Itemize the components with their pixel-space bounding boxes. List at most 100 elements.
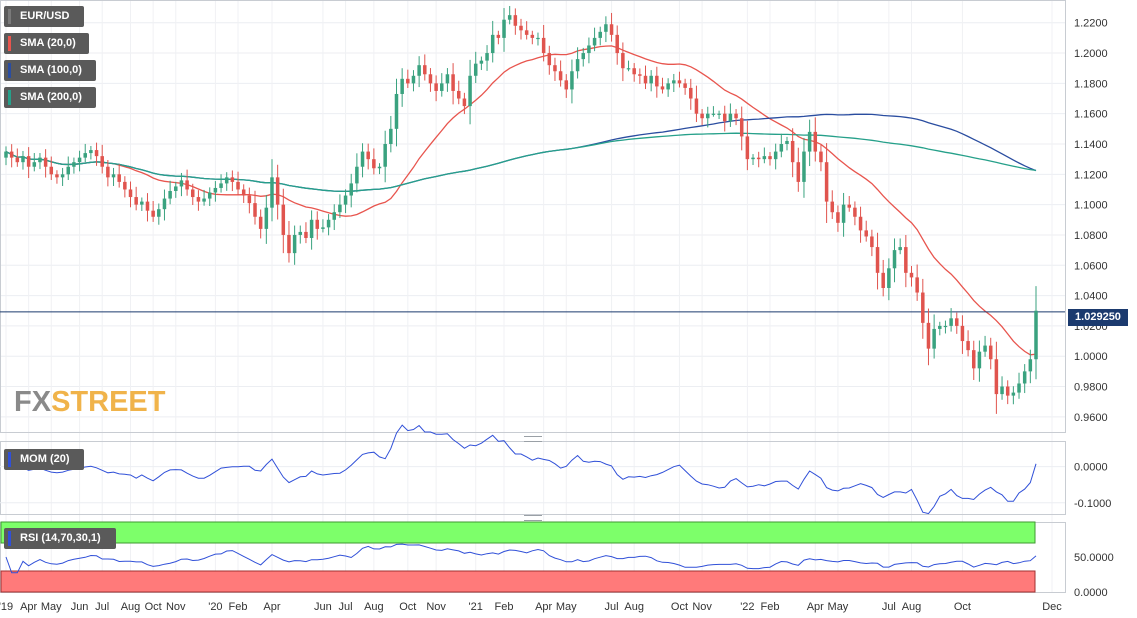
candle-body — [847, 204, 851, 208]
candle-body — [179, 180, 184, 187]
candle-body — [722, 113, 727, 122]
candle-body — [983, 345, 987, 352]
time-tick-label: Dec — [1042, 601, 1062, 613]
candle-body — [932, 328, 936, 349]
candle-body — [213, 187, 218, 193]
candle-body — [445, 74, 450, 84]
candle-body — [355, 166, 359, 184]
candle-body — [462, 98, 467, 107]
candle-body — [558, 71, 563, 81]
candle-body — [219, 183, 223, 188]
candle-body — [434, 83, 438, 91]
time-tick-label: Feb — [761, 601, 780, 613]
candle-body — [117, 174, 121, 182]
candle-body — [1034, 310, 1038, 360]
candle-body — [756, 157, 761, 160]
rsi-tick-label: 50.0000 — [1074, 552, 1114, 564]
candle-body — [287, 234, 291, 254]
price-axis: 1.2200 1.2000 1.1800 1.1600 1.1400 1.1200 1.10… — [1074, 18, 1108, 424]
candle-body — [581, 53, 586, 60]
candle-body — [1028, 359, 1033, 372]
candle-body — [915, 277, 919, 293]
candle-body — [677, 80, 682, 84]
candle-body — [168, 190, 172, 199]
candle-body — [490, 34, 495, 54]
candle-body — [887, 268, 891, 288]
candle-body — [60, 174, 65, 178]
candle-body — [247, 195, 252, 204]
mom-legend-tag[interactable]: MOM (20) — [4, 449, 84, 470]
candle-body — [162, 198, 167, 210]
candle-body — [977, 351, 982, 369]
rsi-legend-tag[interactable]: RSI (14,70,30,1) — [4, 528, 116, 549]
candle-body — [666, 83, 670, 90]
candle-body — [785, 140, 789, 144]
time-tick-label: Nov — [426, 601, 446, 613]
sma100-legend-tag[interactable]: SMA (100,0) — [4, 60, 96, 81]
candle-body — [123, 181, 127, 190]
sma20-legend-tag[interactable]: SMA (20,0) — [4, 33, 89, 54]
candle-body — [830, 201, 835, 213]
panel-resize-handle[interactable] — [524, 515, 542, 521]
time-axis: '19 Apr May Jun Jul Aug Oct Nov '20 Feb Apr Jun Jul A… — [0, 601, 1062, 613]
candle-body — [921, 292, 925, 323]
price-tick-label: 1.0000 — [1074, 351, 1108, 363]
candle-body — [768, 156, 772, 160]
candle-body — [1011, 392, 1016, 396]
candle-body — [89, 150, 93, 154]
candle-body — [694, 98, 699, 114]
instrument-swatch — [8, 9, 11, 24]
candle-body — [762, 156, 767, 160]
candle-body — [338, 204, 342, 213]
candle-body — [304, 231, 308, 238]
candle-body — [100, 156, 104, 167]
time-tick-label: Jun — [314, 601, 332, 613]
gridlines — [0, 0, 1065, 592]
time-tick-label: Aug — [902, 601, 922, 613]
candle-body — [473, 63, 478, 76]
candle-body — [909, 272, 914, 278]
price-tick-label: 1.1000 — [1074, 200, 1108, 212]
candle-body — [513, 15, 518, 26]
panel-resize-handle[interactable] — [524, 436, 542, 442]
candle-body — [485, 53, 489, 61]
candle-body — [224, 177, 229, 184]
price-tick-label: 1.0600 — [1074, 260, 1108, 272]
candle-body — [66, 166, 71, 175]
candle-body — [145, 201, 150, 211]
candle-body — [949, 318, 953, 326]
candle-body — [496, 34, 501, 38]
candle-body — [440, 83, 444, 91]
candle-body — [456, 90, 461, 99]
sma200-legend-tag[interactable]: SMA (200,0) — [4, 87, 96, 108]
candle-body — [604, 24, 608, 32]
candle-body — [196, 197, 201, 202]
candle-body — [739, 118, 744, 137]
rsi-oversold-zone — [0, 570, 1036, 593]
price-tick-label: 1.2000 — [1074, 48, 1108, 60]
instrument-legend-tag[interactable]: EUR/USD — [4, 6, 84, 27]
time-tick-label: Feb — [495, 601, 514, 613]
mom-label: MOM (20) — [20, 453, 70, 465]
candle-body — [734, 113, 738, 119]
candle-body — [870, 236, 874, 248]
candle-body — [451, 74, 455, 91]
price-tick-label: 0.9600 — [1074, 412, 1108, 424]
candle-body — [955, 318, 959, 326]
candle-body — [971, 350, 976, 369]
candle-body — [547, 53, 552, 66]
price-tick-label: 1.2200 — [1074, 18, 1108, 30]
candle-body — [564, 80, 569, 90]
candle-body — [468, 75, 472, 107]
candle-body — [570, 71, 574, 90]
candle-body — [904, 247, 908, 273]
candle-body — [530, 34, 535, 38]
rsi-label: RSI (14,70,30,1) — [20, 532, 101, 544]
sma-lines — [0, 45, 1065, 356]
time-tick-label: '21 — [469, 601, 483, 613]
rsi-overbought-zone — [0, 521, 1036, 544]
time-tick-label: '22 — [740, 601, 754, 613]
candle-body — [479, 60, 484, 64]
candle-body — [819, 151, 823, 163]
candle-body — [926, 322, 931, 349]
